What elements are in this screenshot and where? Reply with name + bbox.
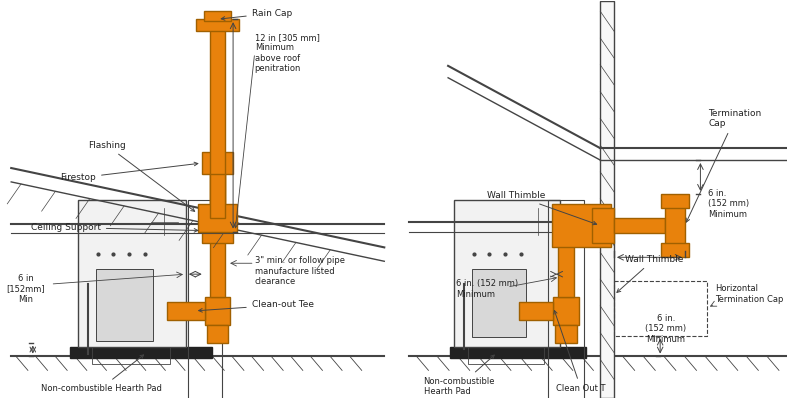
Bar — [210, 23, 226, 204]
Bar — [205, 297, 230, 325]
Text: Ceiling Support: Ceiling Support — [31, 223, 198, 232]
Bar — [594, 218, 605, 234]
Text: Flashing: Flashing — [88, 141, 194, 211]
Bar — [614, 281, 707, 336]
Text: Termination
Cap: Termination Cap — [686, 109, 762, 222]
Bar — [210, 174, 226, 218]
Bar — [593, 208, 614, 244]
Bar — [204, 11, 231, 21]
Text: 6 in. (152 mm)
Minimum: 6 in. (152 mm) Minimum — [456, 279, 518, 299]
Bar — [70, 346, 213, 358]
Bar — [548, 200, 583, 400]
Bar — [555, 325, 577, 343]
Bar — [552, 204, 611, 247]
Text: Non-combustible Hearth Pad: Non-combustible Hearth Pad — [41, 355, 162, 393]
Bar — [661, 194, 689, 208]
Text: Rain Cap: Rain Cap — [222, 9, 292, 20]
Text: Non-combustible
Hearth Pad: Non-combustible Hearth Pad — [423, 355, 495, 396]
Bar — [454, 200, 560, 346]
Text: 3" min. or follow pipe
manufacture listed
clearance: 3" min. or follow pipe manufacture liste… — [254, 256, 345, 286]
Text: Clean-out Tee: Clean-out Tee — [198, 300, 314, 312]
Bar — [558, 210, 574, 297]
Text: Clean Out T: Clean Out T — [554, 310, 606, 393]
Bar — [210, 174, 226, 218]
Bar — [450, 346, 586, 358]
Bar — [614, 218, 665, 234]
Text: Wall Thimble: Wall Thimble — [617, 255, 683, 292]
Text: Firestop: Firestop — [60, 162, 198, 182]
Bar — [665, 202, 685, 249]
Bar — [472, 269, 526, 337]
Text: 6 in.
(152 mm)
Minimum: 6 in. (152 mm) Minimum — [646, 314, 686, 344]
Bar — [553, 297, 578, 325]
Text: 6 in
[152mm]
Min: 6 in [152mm] Min — [6, 274, 46, 304]
Bar — [518, 302, 553, 320]
Bar — [188, 200, 222, 400]
Text: Wall Thimble: Wall Thimble — [487, 191, 597, 225]
Bar — [202, 152, 233, 174]
Bar — [96, 269, 153, 341]
Bar — [206, 325, 228, 343]
Bar — [196, 19, 239, 31]
Bar — [210, 238, 226, 297]
Bar — [78, 200, 186, 346]
Bar — [600, 1, 614, 398]
Bar — [198, 204, 237, 232]
Bar — [468, 346, 544, 364]
Bar — [167, 302, 205, 320]
Bar — [661, 244, 689, 257]
Text: 12 in [305 mm]
Minimum
above roof
penitration: 12 in [305 mm] Minimum above roof penitr… — [254, 33, 319, 73]
Text: Horizontal
Termination Cap: Horizontal Termination Cap — [715, 284, 783, 304]
Text: 6 in.
(152 mm)
Minimum: 6 in. (152 mm) Minimum — [708, 189, 750, 219]
Bar — [202, 218, 233, 244]
Bar — [92, 346, 170, 364]
